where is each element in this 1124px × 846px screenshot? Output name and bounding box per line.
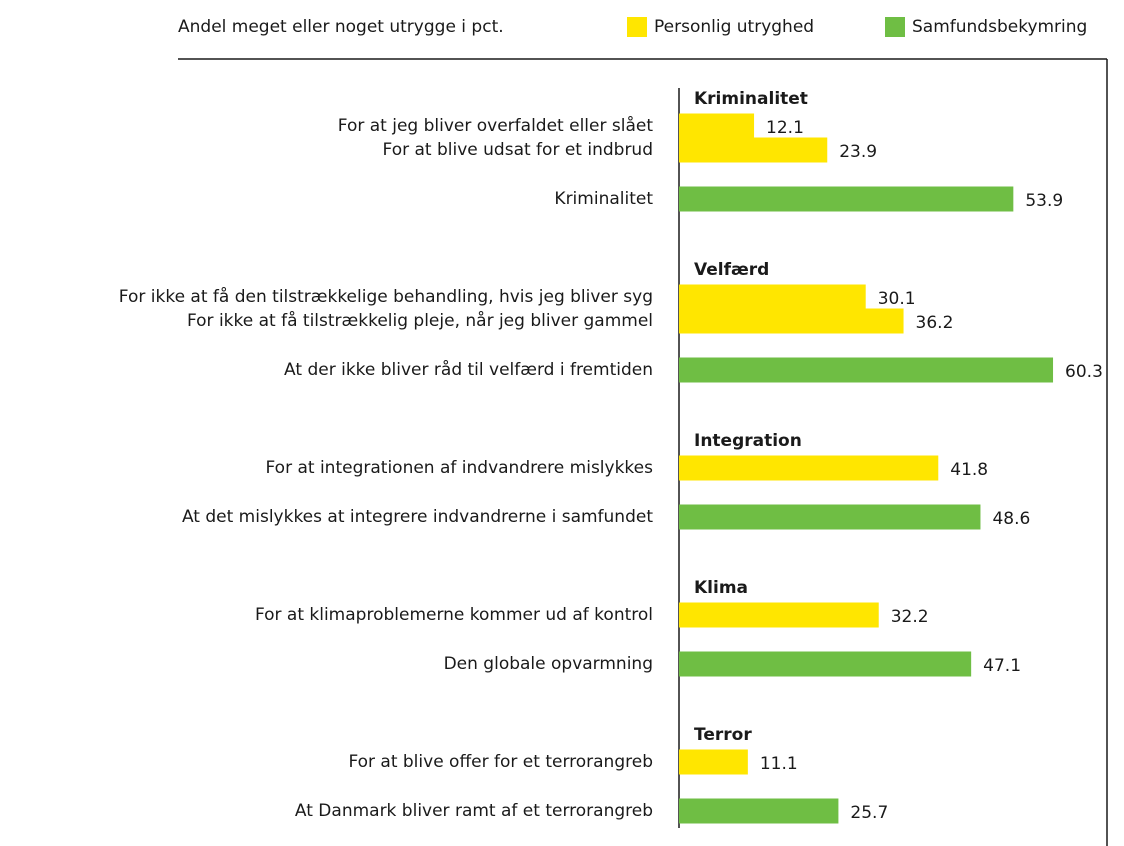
legend-label: Personlig utryghed — [654, 17, 814, 37]
group-title: Klima — [694, 578, 748, 598]
value-label: 11.1 — [760, 754, 798, 774]
legend-label: Samfundsbekymring — [912, 17, 1087, 37]
bar — [679, 798, 839, 824]
bar — [679, 308, 904, 334]
category-label: For at blive udsat for et indbrud — [383, 140, 653, 160]
bar — [679, 602, 879, 628]
value-label: 41.8 — [950, 460, 988, 480]
category-label: Den globale opvarmning — [444, 654, 653, 674]
category-label: At der ikke bliver råd til velfærd i fre… — [284, 359, 653, 380]
legend-title: Andel meget eller noget utrygge i pct. — [178, 17, 504, 37]
category-label: For ikke at få den tilstrækkelige behand… — [119, 286, 653, 307]
category-label: For at integrationen af indvandrere misl… — [266, 458, 654, 478]
bar — [679, 651, 972, 677]
bar — [679, 186, 1014, 212]
category-label: At Danmark bliver ramt af et terrorangre… — [295, 801, 653, 821]
group-title: Integration — [694, 431, 802, 451]
bar — [679, 113, 755, 139]
group-title: Velfærd — [694, 260, 769, 280]
value-label: 23.9 — [839, 142, 877, 162]
bar — [679, 455, 939, 481]
group-title: Kriminalitet — [694, 89, 808, 109]
category-label: For at klimaproblemerne kommer ud af kon… — [255, 605, 653, 625]
value-label: 25.7 — [850, 803, 888, 823]
value-label: 32.2 — [891, 607, 929, 627]
category-label: For ikke at få tilstrækkelig pleje, når … — [187, 310, 653, 331]
value-label: 30.1 — [878, 289, 916, 309]
category-label: Kriminalitet — [554, 189, 653, 209]
value-label: 12.1 — [766, 118, 804, 138]
group-title: Terror — [694, 725, 752, 745]
value-label: 53.9 — [1025, 191, 1063, 211]
category-label: For at blive offer for et terrorangreb — [348, 752, 653, 772]
value-label: 48.6 — [992, 509, 1030, 529]
legend-swatch — [627, 17, 647, 37]
category-label: For at jeg bliver overfaldet eller slået — [338, 115, 654, 136]
bar — [679, 504, 981, 530]
value-label: 47.1 — [983, 656, 1021, 676]
bar — [679, 749, 748, 775]
legend-swatch — [885, 17, 905, 37]
value-label: 36.2 — [916, 313, 954, 333]
value-label: 60.3 — [1065, 362, 1103, 382]
bar — [679, 284, 866, 310]
bar — [679, 357, 1054, 383]
bar — [679, 137, 828, 163]
category-label: At det mislykkes at integrere indvandrer… — [182, 507, 653, 527]
